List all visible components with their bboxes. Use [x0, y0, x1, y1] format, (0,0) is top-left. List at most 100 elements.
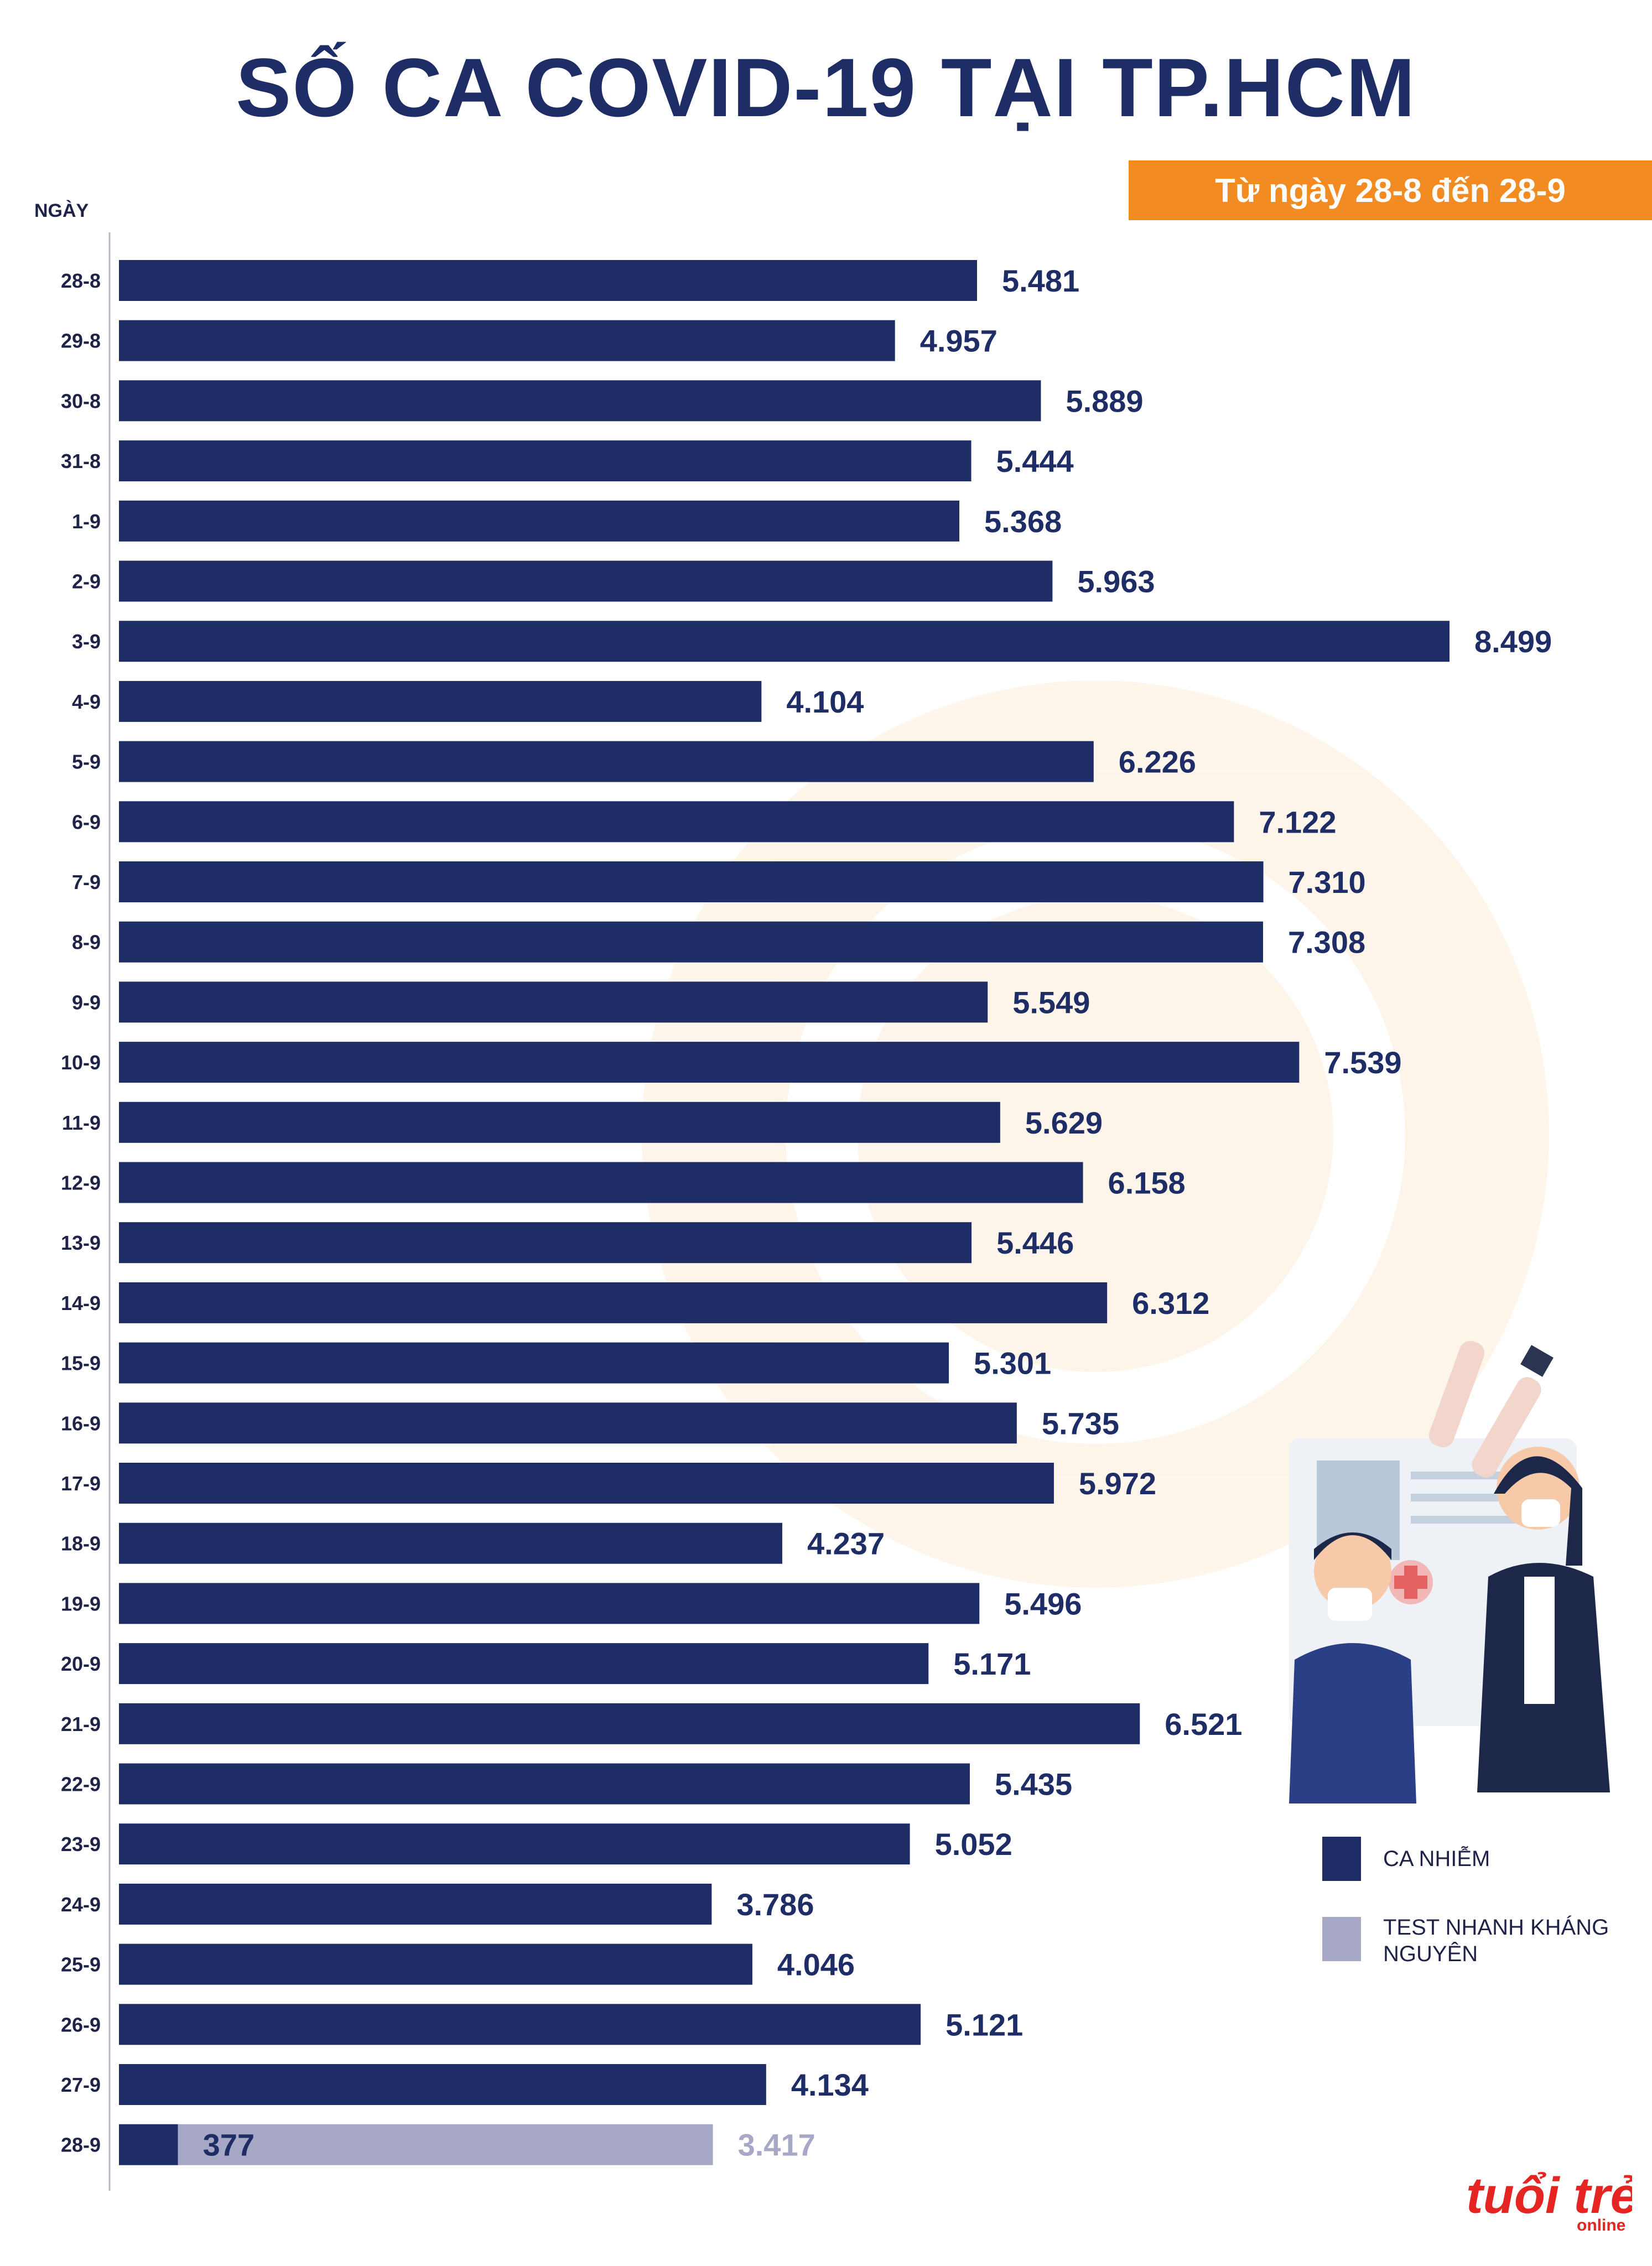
data-label-infections: 5.171	[953, 1646, 1031, 1681]
bar-infections	[119, 380, 1041, 422]
y-tick-label: 2-9	[72, 570, 101, 593]
y-tick-label: 15-9	[61, 1352, 101, 1375]
svg-text:online: online	[1577, 2216, 1625, 2234]
bar-infections	[119, 1162, 1083, 1203]
svg-text:tuổi trẻ: tuổi trẻ	[1466, 2168, 1632, 2224]
woman-coughing-icon	[1477, 1447, 1610, 1792]
y-tick-label: 6-9	[72, 810, 101, 833]
bar-rapid-test	[178, 2124, 713, 2165]
bar-infections	[119, 1342, 949, 1384]
y-tick-label: 18-9	[61, 1532, 101, 1555]
data-label-infections: 7.539	[1324, 1045, 1401, 1080]
y-tick-label: 30-8	[61, 389, 101, 412]
bar-infections	[119, 680, 762, 722]
data-label-infections: 7.122	[1259, 804, 1336, 839]
y-tick-label: 25-9	[61, 1953, 101, 1976]
medical-cross-icon	[1389, 1560, 1433, 1604]
y-tick-label: 10-9	[61, 1051, 101, 1074]
data-label-infections: 5.052	[935, 1827, 1012, 1862]
bar-infections	[119, 1463, 1054, 1504]
bar-infections	[119, 2124, 178, 2165]
data-label-infections: 6.312	[1132, 1286, 1209, 1321]
data-label-infections: 5.444	[996, 444, 1074, 479]
bar-infections	[119, 500, 960, 542]
data-label-infections: 5.549	[1012, 985, 1090, 1020]
data-label-infections: 4.134	[791, 2067, 869, 2102]
y-tick-label: 8-9	[72, 931, 101, 954]
chart-title: SỐ CA COVID-19 TẠI TP.HCM	[236, 41, 1416, 134]
man-sneezing-icon	[1289, 1532, 1416, 1804]
legend-label-infections: CA NHIỄM	[1383, 1847, 1490, 1871]
bar-infections	[119, 741, 1094, 782]
y-tick-label: 16-9	[61, 1412, 101, 1435]
data-label-infections: 4.046	[777, 1947, 855, 1982]
y-tick-label: 13-9	[61, 1231, 101, 1254]
tuoi-tre-logo: tuổi trẻ online	[1466, 2163, 1639, 2235]
bar-infections	[119, 1402, 1017, 1444]
bar-infections	[119, 801, 1234, 843]
y-tick-label: 22-9	[61, 1773, 101, 1796]
bar-infections	[119, 1883, 712, 1925]
data-label-infections: 6.158	[1108, 1166, 1186, 1200]
data-label-infections: 7.310	[1289, 865, 1366, 900]
y-tick-label: 4-9	[72, 690, 101, 713]
y-tick-label: 23-9	[61, 1833, 101, 1856]
y-tick-label: 3-9	[72, 630, 101, 653]
y-tick-label: 26-9	[61, 2013, 101, 2036]
y-tick-label: 14-9	[61, 1292, 101, 1314]
y-tick-label: 31-8	[61, 450, 101, 472]
y-tick-label: 29-8	[61, 330, 101, 352]
date-range-banner: Từ ngày 28-8 đến 28-9	[1129, 160, 1652, 220]
y-tick-label: 28-9	[61, 2134, 101, 2156]
data-label-infections: 6.226	[1119, 745, 1196, 779]
bar-infections	[119, 2004, 921, 2045]
bar-infections	[119, 1643, 929, 1685]
test-tube-icon	[1428, 1340, 1554, 1478]
bar-infections	[119, 1763, 970, 1805]
data-label-infections: 4.237	[807, 1526, 885, 1561]
bar-infections	[119, 560, 1053, 602]
data-label-infections: 377	[203, 2128, 254, 2163]
legend-label-rapid-test: TEST NHANH KHÁNG NGUYÊN	[1383, 1915, 1609, 1966]
y-tick-label: 20-9	[61, 1652, 101, 1675]
y-tick-label: 19-9	[61, 1592, 101, 1615]
data-label-infections: 5.481	[1002, 263, 1079, 298]
bar-infections	[119, 320, 895, 361]
bar-infections	[119, 1101, 1000, 1143]
y-tick-label: 5-9	[72, 751, 101, 773]
y-tick-label: 21-9	[61, 1713, 101, 1735]
data-label-infections: 5.889	[1066, 383, 1143, 418]
bar-infections	[119, 1282, 1108, 1323]
data-label-rapid-test: 3.417	[738, 2128, 815, 2163]
y-tick-label: 12-9	[61, 1172, 101, 1194]
data-label-infections: 5.435	[995, 1767, 1072, 1802]
data-label-infections: 7.308	[1288, 925, 1365, 960]
legend-swatch-rapid-test	[1322, 1917, 1361, 1961]
y-tick-label: 7-9	[72, 871, 101, 893]
bar-infections	[119, 260, 977, 301]
data-label-infections: 8.499	[1474, 624, 1552, 659]
data-label-infections: 5.368	[984, 504, 1062, 539]
bar-infections	[119, 440, 972, 482]
y-tick-label: 1-9	[72, 510, 101, 533]
people-illustration	[1289, 1340, 1610, 1804]
data-label-infections: 5.496	[1004, 1586, 1082, 1621]
bar-infections	[119, 1042, 1300, 1083]
y-tick-label: 17-9	[61, 1472, 101, 1495]
bar-infections	[119, 2064, 766, 2105]
date-range-text: Từ ngày 28-8 đến 28-9	[1215, 171, 1566, 209]
data-label-infections: 5.121	[946, 2007, 1023, 2042]
y-tick-label: 11-9	[62, 1111, 101, 1134]
y-axis-label: NGÀY	[34, 200, 89, 221]
bar-infections	[119, 1703, 1140, 1744]
bars-group: 28-8 5.481 29-8 4.957 30-8 5.889 31-8 5.444 1-9 5…	[61, 260, 1552, 2165]
bar-infections	[119, 861, 1264, 902]
y-tick-label: 27-9	[61, 2073, 101, 2096]
bar-infections	[119, 621, 1450, 662]
y-tick-label: 28-8	[61, 269, 101, 292]
data-label-infections: 4.957	[920, 324, 998, 358]
bar-infections	[119, 1823, 910, 1865]
bar-infections	[119, 921, 1263, 963]
data-label-infections: 5.301	[974, 1346, 1051, 1381]
